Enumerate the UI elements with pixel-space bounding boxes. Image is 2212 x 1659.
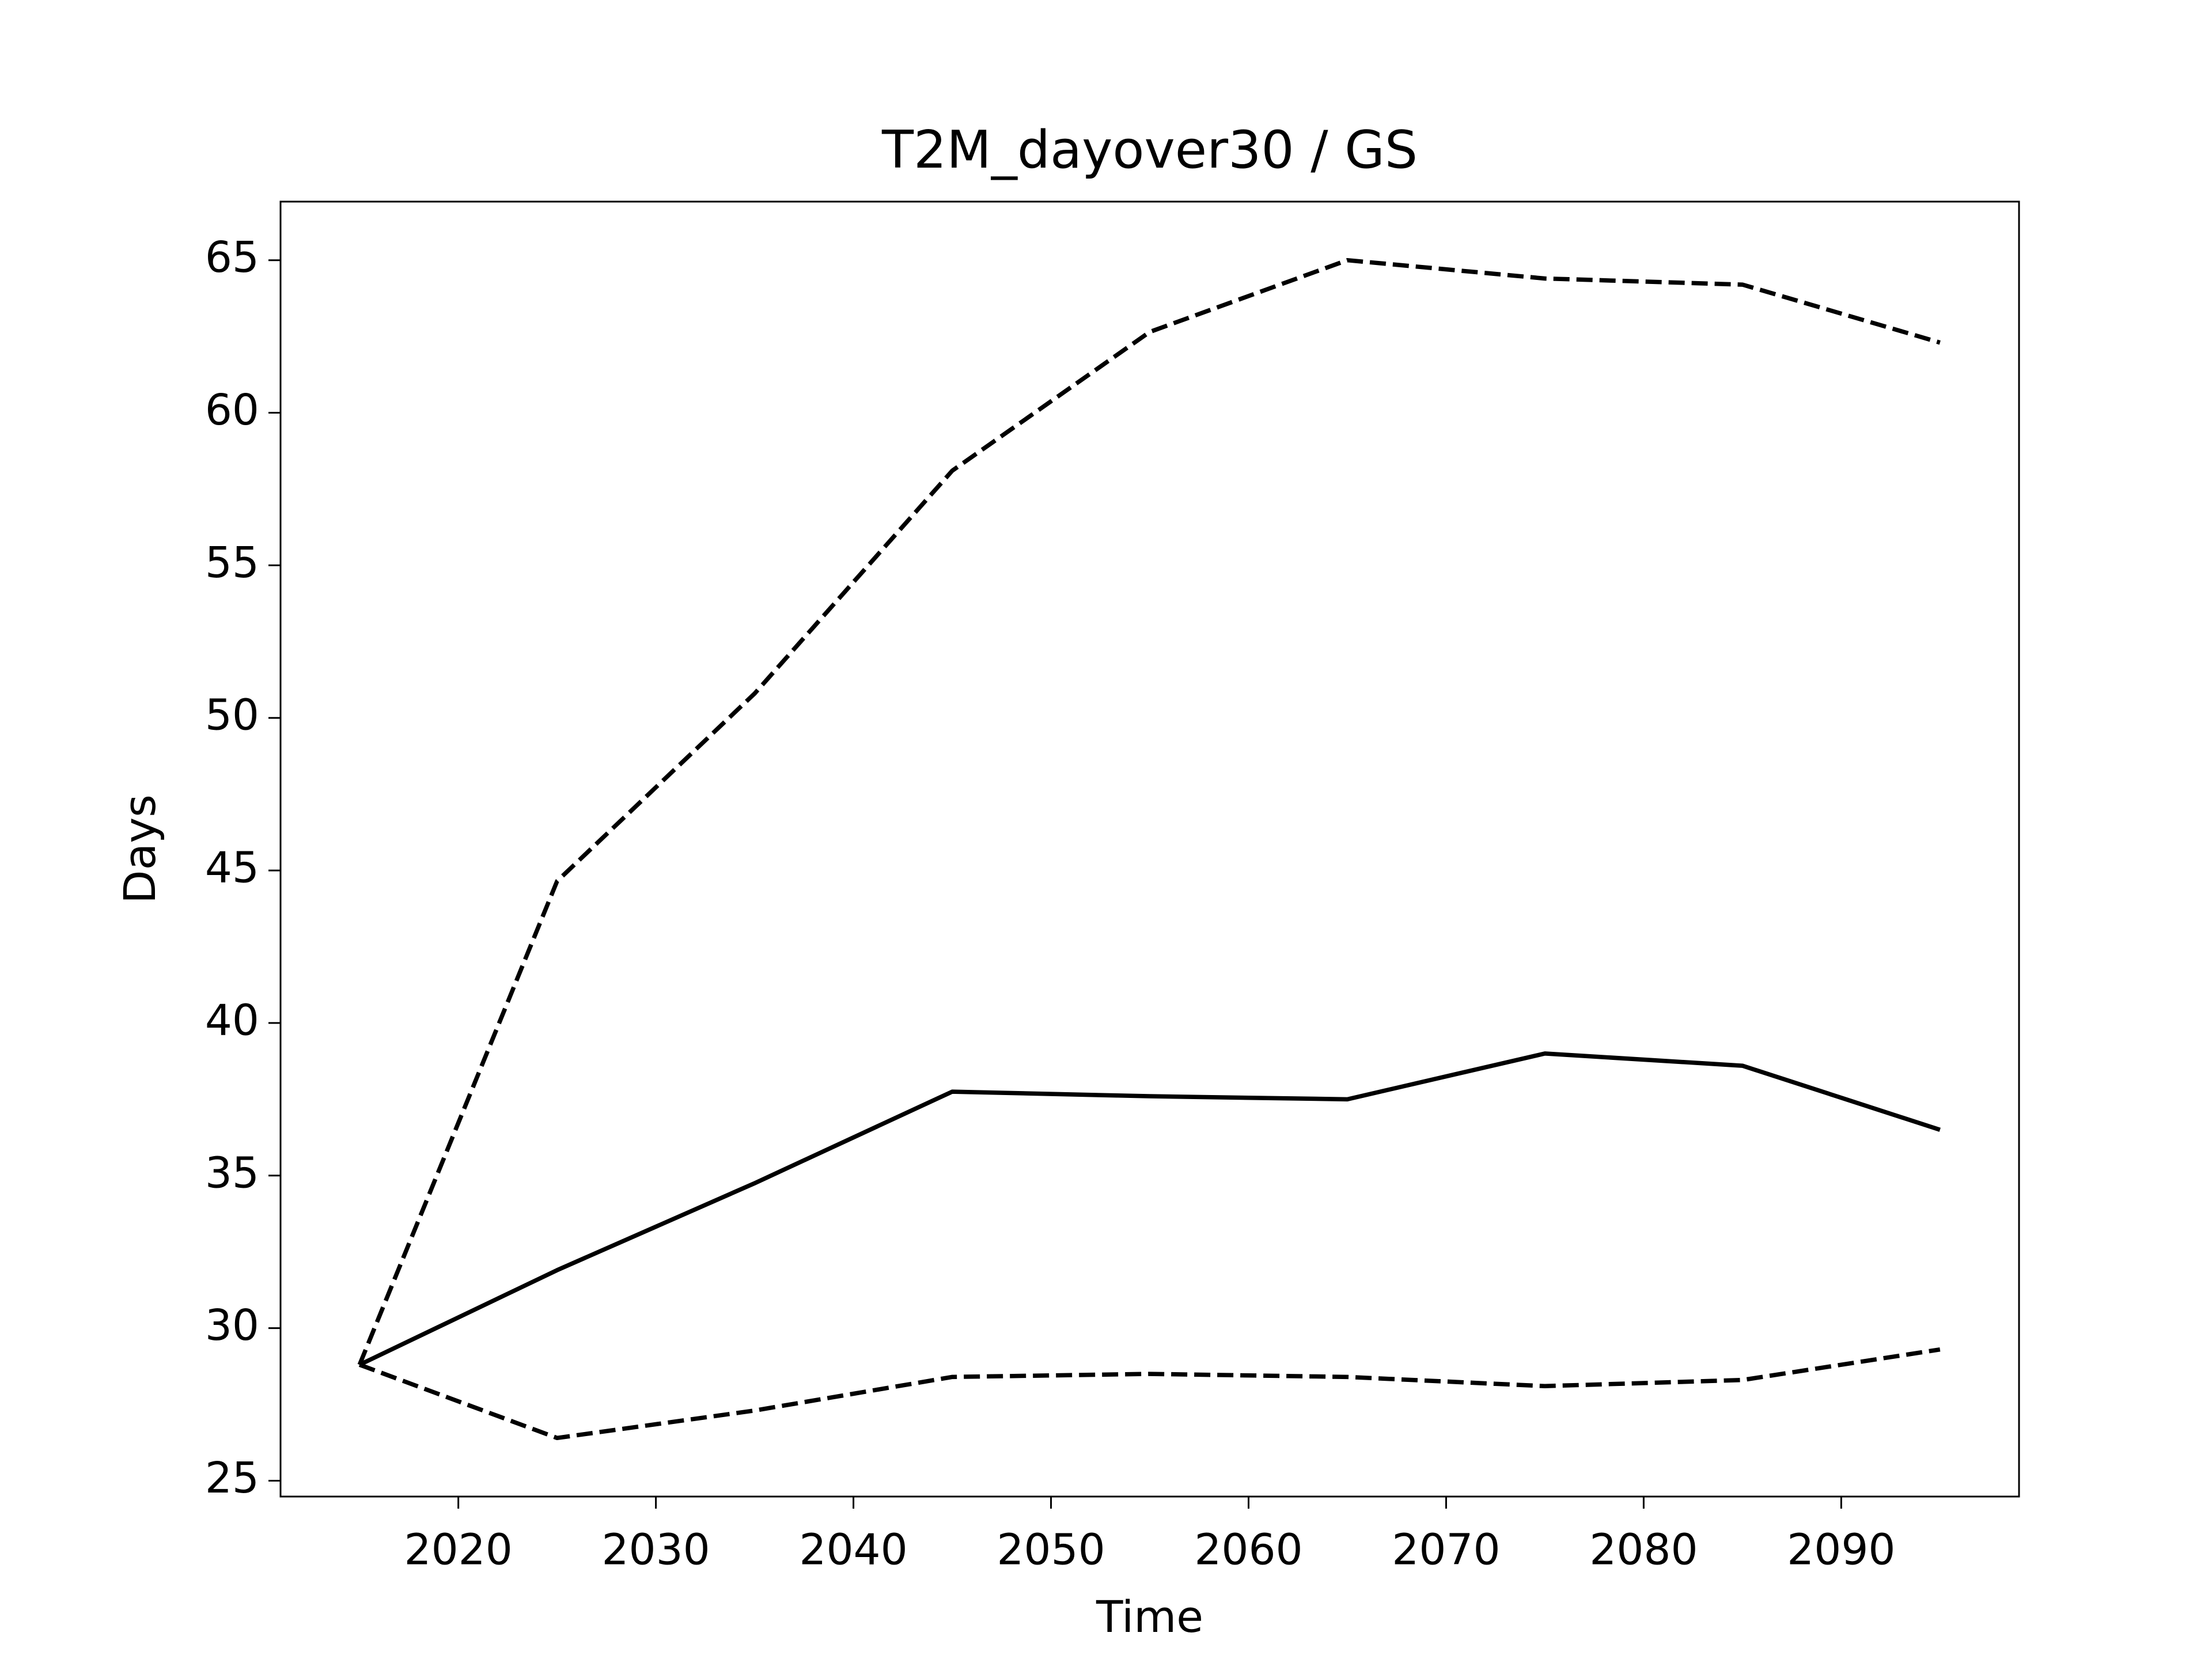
line-series bbox=[357, 257, 1941, 1366]
x-tick-label: 2080 bbox=[1589, 1525, 1698, 1575]
x-axis-label: Time bbox=[1096, 1591, 1203, 1642]
y-tick-label: 60 bbox=[205, 385, 259, 435]
y-tick-label: 35 bbox=[205, 1148, 259, 1198]
line-series bbox=[358, 1347, 1941, 1441]
y-tick-label: 30 bbox=[205, 1301, 259, 1350]
x-tick-label: 2070 bbox=[1392, 1525, 1500, 1575]
line-series bbox=[358, 1051, 1941, 1367]
x-tick-label: 2050 bbox=[997, 1525, 1105, 1575]
chart-title: T2M_dayover30 / GS bbox=[881, 120, 1418, 180]
y-tick-label: 25 bbox=[205, 1453, 259, 1503]
y-tick-label: 45 bbox=[205, 843, 259, 893]
x-tick-label: 2040 bbox=[799, 1525, 907, 1575]
x-tick-label: 2060 bbox=[1194, 1525, 1302, 1575]
y-tick-label: 40 bbox=[205, 995, 259, 1045]
y-axis-label: Days bbox=[114, 794, 165, 904]
y-tick-label: 50 bbox=[205, 691, 259, 740]
x-tick-label: 2020 bbox=[404, 1525, 512, 1575]
plot-frame bbox=[279, 200, 2020, 1498]
x-tick-label: 2030 bbox=[601, 1525, 710, 1575]
x-tick-label: 2090 bbox=[1787, 1525, 1895, 1575]
y-tick-label: 55 bbox=[205, 538, 259, 588]
y-tick-label: 65 bbox=[205, 233, 259, 282]
